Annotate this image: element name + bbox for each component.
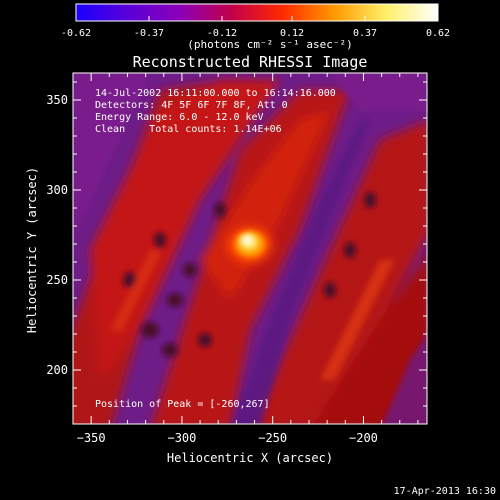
- peak-position-text: Position of Peak = [-260,267]: [95, 399, 270, 410]
- time-range-text: 14-Jul-2002 16:11:00.000 to 16:14:16.000: [95, 88, 336, 99]
- y-tick-label: 350: [46, 93, 68, 107]
- colorbar-unit-label: (photons cm⁻² s⁻¹ asec⁻²): [187, 38, 353, 51]
- x-tick-label: −250: [258, 431, 287, 445]
- x-tick-label: −300: [167, 431, 196, 445]
- colorbar-tick-label: 0.62: [426, 28, 450, 39]
- energy-range-text: Energy Range: 6.0 - 12.0 keV: [95, 112, 264, 123]
- clean-counts-text: Clean Total counts: 1.14E+06: [95, 124, 282, 135]
- detectors-text: Detectors: 4F 5F 6F 7F 8F, Att 0: [95, 100, 288, 111]
- colorbar-ticks: -0.62 -0.37 -0.12 0.12 0.37 0.62: [61, 16, 450, 39]
- chart-title: Reconstructed RHESSI Image: [133, 53, 368, 71]
- colorbar-tick-label: -0.62: [61, 28, 91, 39]
- colorbar: [75, 3, 439, 22]
- colorbar-tick-label: -0.37: [134, 28, 164, 39]
- y-axis-ticks: 200 250 300 350: [46, 81, 427, 425]
- x-tick-label: −350: [77, 431, 106, 445]
- heatmap-image: [73, 73, 427, 424]
- x-axis-label: Heliocentric X (arcsec): [167, 451, 333, 465]
- colorbar-tick-label: 0.37: [353, 28, 377, 39]
- colorbar-tick-label: -0.12: [207, 28, 237, 39]
- y-tick-label: 250: [46, 273, 68, 287]
- x-tick-label: −200: [349, 431, 378, 445]
- colorbar-tick-label: 0.12: [280, 28, 304, 39]
- y-tick-label: 200: [46, 363, 68, 377]
- y-axis-label: Heliocentric Y (arcsec): [25, 167, 39, 333]
- footer-timestamp: 17-Apr-2013 16:30: [394, 486, 496, 497]
- x-axis-ticks: −350 −300 −250 −200: [72, 73, 419, 445]
- peak-source: [228, 227, 272, 263]
- y-tick-label: 300: [46, 183, 68, 197]
- plot-frame: [72, 72, 428, 425]
